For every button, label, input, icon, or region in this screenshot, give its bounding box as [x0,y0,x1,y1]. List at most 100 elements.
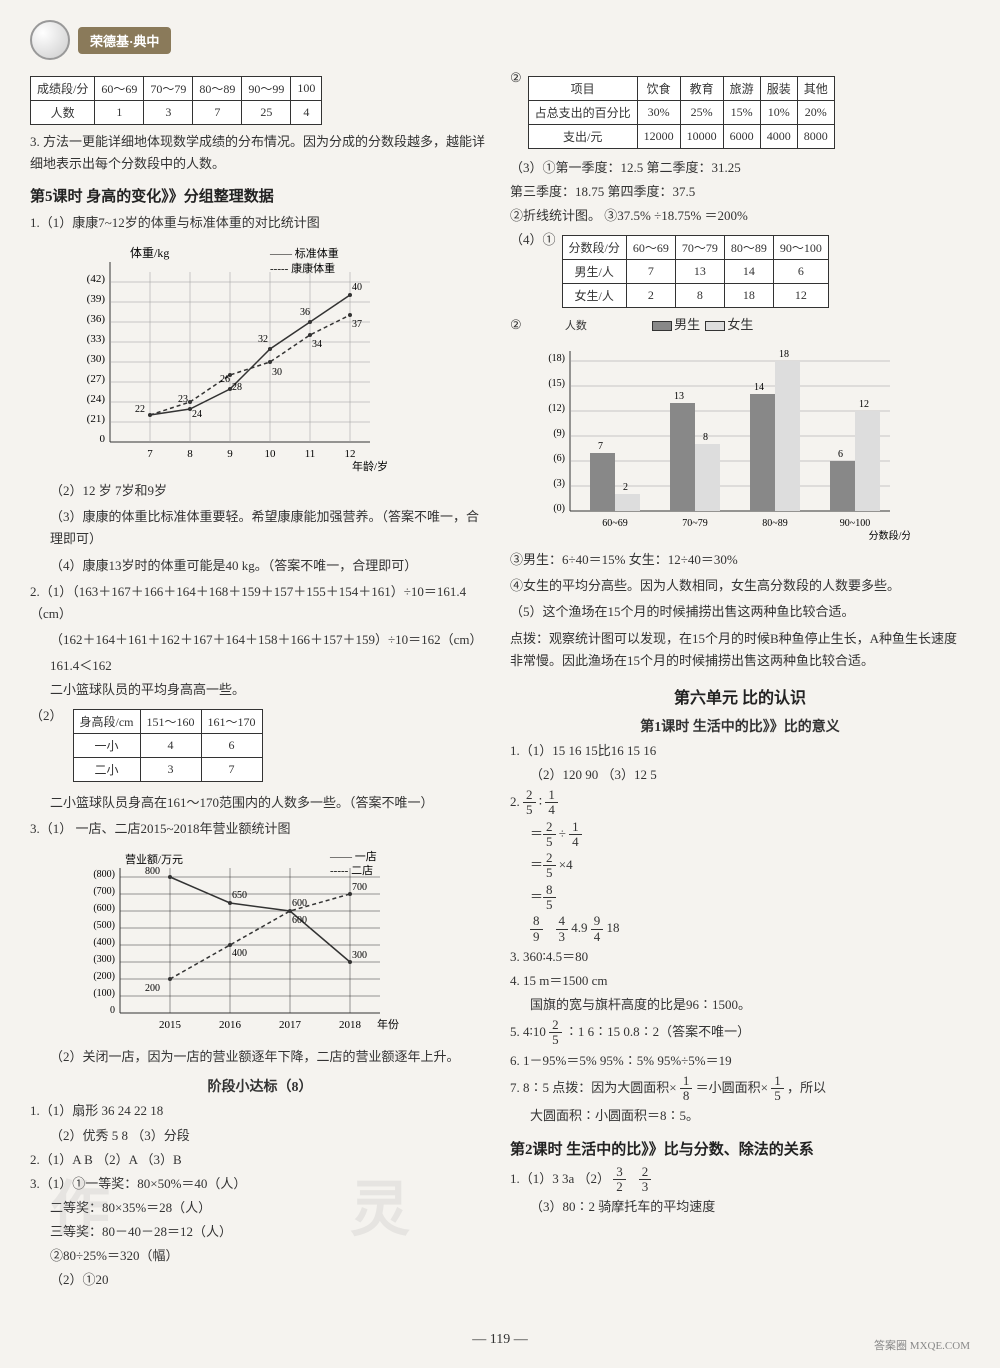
svg-text:32: 32 [258,334,268,345]
svg-text:0: 0 [100,433,106,445]
l1-q2: 2. 25 ∶ 14 [510,788,970,818]
stage-q3-2: （2）①20 [30,1269,490,1291]
td: 3 [144,101,193,125]
svg-text:24: 24 [192,409,202,420]
svg-text:400: 400 [232,948,247,959]
q1-3: （3）康康的体重比标准体重要轻。希望康康能加强营养。（答案不唯一，合理即可） [30,506,490,550]
svg-text:(6): (6) [553,453,565,464]
q1-4: （4）康康13岁时的体重可能是40 kg。（答案不唯一，合理即可） [30,555,490,577]
frac-den: 3 [639,1180,652,1194]
r-q3c: ②折线统计图。 ③37.5% ÷18.75% ＝200% [510,205,970,227]
frac-den: 5 [543,835,556,849]
svg-text:2: 2 [623,482,628,493]
svg-text:60~69: 60~69 [602,518,627,529]
svg-text:2018: 2018 [339,1019,362,1031]
td: 10% [760,101,797,125]
td: 6000 [723,125,760,149]
r-q5: （5）这个渔场在15个月的时候捕捞出售这两种鱼比较合适。 [510,601,970,623]
svg-text:8: 8 [703,432,708,443]
r-q4-3: ③男生：6÷40＝15% 女生：12÷40＝30% [510,549,970,571]
q2-prefix: 2. [510,794,520,809]
frac-den: 2 [613,1180,626,1194]
td: 12000 [637,125,680,149]
page-columns: 成绩段/分 60～69 70～79 80～89 90～99 100 人数 1 3… [30,70,970,1293]
chart3-wrapper: ② 人数 男生 女生 [510,314,970,333]
td: 2 [626,284,675,308]
q2-1b: （162＋164＋161＋162＋167＋164＋158＋166＋157＋159… [30,629,490,651]
svg-text:6: 6 [838,449,843,460]
th: 项目 [528,77,637,101]
svg-text:(24): (24) [87,393,106,405]
td: 3 [140,758,201,782]
svg-text:2017: 2017 [279,1019,302,1031]
l2-q1: 1.（1）3 3a （2） 32 23 [510,1165,970,1195]
r-q3: （3）①第一季度：12.5 第二季度：31.25 [510,157,970,179]
frac-num: 2 [543,851,556,866]
frac-den: 4 [591,930,604,944]
r-point: 点拨：观察统计图可以发现，在15个月的时候B种鱼停止生长，A种鱼生长速度非常慢。… [510,628,970,672]
l1-q1: 1.（1）15 16 15比16 15 16 [510,740,970,762]
th: 80～89 [724,236,773,260]
svg-text:600: 600 [292,915,307,926]
svg-text:(42): (42) [87,273,106,285]
td: 6 [773,260,828,284]
svg-text:37: 37 [352,319,362,330]
td: 二小 [73,758,140,782]
frac-num: 1 [680,1074,693,1089]
td: 7 [201,758,262,782]
svg-text:9: 9 [227,448,233,460]
svg-text:600: 600 [292,898,307,909]
td: 占总支出的百分比 [528,101,637,125]
frac-den: 8 [680,1089,693,1103]
th: 旅游 [723,77,760,101]
l1-q2-result: ＝85 [510,883,970,913]
l1-q5: 5. 4∶10 25 ∶1 6∶15 0.8∶2（答案不唯一） [510,1018,970,1048]
svg-text:34: 34 [312,339,322,350]
svg-text:(200): (200) [93,971,115,982]
q3-text: 3. 方法一更能详细地体现数学成绩的分布情况。因为分成的分数段越多，越能详细地表… [30,131,490,175]
svg-text:----- 康康体重: ----- 康康体重 [270,261,335,275]
svg-text:90~100: 90~100 [840,518,870,529]
th: 服装 [760,77,797,101]
legend: 男生 女生 [650,317,753,332]
stage-title: 阶段小达标（8） [30,1076,490,1096]
svg-text:36: 36 [300,307,310,318]
svg-text:(400): (400) [93,937,115,948]
svg-text:(500): (500) [93,920,115,931]
svg-text:(21): (21) [87,413,106,425]
svg-text:22: 22 [135,404,145,415]
weight-line-chart: —— 标准体重 ----- 康康体重 体重/kg 0 (21) (24) (27… [30,242,490,472]
td: 13 [675,260,724,284]
q2-2-label: （2） [30,705,63,727]
svg-text:—— 一店: —— 一店 [329,849,377,863]
svg-text:(15): (15) [548,378,565,389]
td: 7 [193,101,242,125]
q4-label: （4）① [510,229,556,248]
svg-text:80~89: 80~89 [762,518,787,529]
frac-num: 1 [545,788,558,803]
l2-q1-3: （3）80∶2 骑摩托车的平均速度 [510,1196,970,1218]
svg-text:10: 10 [265,448,277,460]
svg-text:营业额/万元: 营业额/万元 [125,852,183,866]
frac-num: 3 [613,1165,626,1180]
watermark-logo: 答案圈 MXQE.COM [874,1337,970,1353]
svg-text:(700): (700) [93,886,115,897]
td: 4 [291,101,322,125]
th: 60～69 [626,236,675,260]
l1-q2-ans: 89 43 4.9 94 18 [510,914,970,944]
ans-text: 4.9 [571,920,591,935]
q7-prefix: 7. 8∶5 点拨：因为大圆面积× [510,1080,677,1095]
svg-text:26: 26 [220,374,230,385]
stage-q1-1: 1.（1）扇形 36 24 22 18 [30,1100,490,1122]
td: 8000 [797,125,834,149]
l1-q3: 3. 360∶4.5＝80 [510,946,970,968]
l1-q4b: 国旗的宽与旗杆高度的比是96∶1500。 [510,994,970,1016]
th: 其他 [797,77,834,101]
q7-end: ，所以 [787,1080,826,1095]
frac-den: 9 [530,930,543,944]
th: 70～79 [675,236,724,260]
frac-den: 5 [523,803,536,817]
frac-num: 9 [591,914,604,929]
svg-text:14: 14 [754,382,764,393]
q3-1-label: 3.（1） 一店、二店2015~2018年营业额统计图 [30,818,490,840]
